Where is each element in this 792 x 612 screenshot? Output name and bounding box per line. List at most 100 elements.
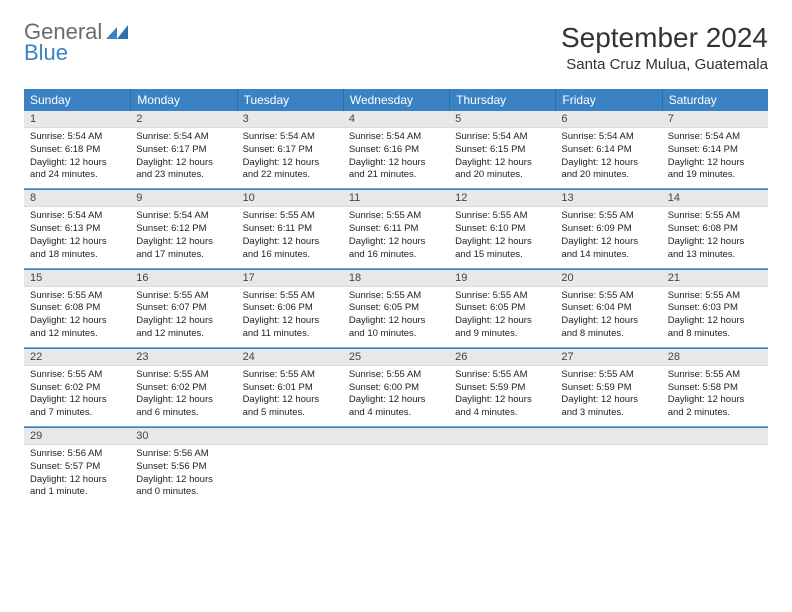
day-cell: 11Sunrise: 5:55 AMSunset: 6:11 PMDayligh… xyxy=(343,190,449,267)
day-cell xyxy=(343,428,449,505)
daylight-line: Daylight: 12 hours and 18 minutes. xyxy=(30,236,124,262)
day-number: 13 xyxy=(555,190,661,207)
daylight-line: Daylight: 12 hours and 13 minutes. xyxy=(668,236,762,262)
day-number: 9 xyxy=(130,190,236,207)
sunset-line: Sunset: 6:14 PM xyxy=(668,144,762,157)
sunrise-line: Sunrise: 5:54 AM xyxy=(136,210,230,223)
day-number: 11 xyxy=(343,190,449,207)
day-body: Sunrise: 5:56 AMSunset: 5:56 PMDaylight:… xyxy=(130,445,236,505)
logo-word2: Blue xyxy=(24,40,68,65)
day-body: Sunrise: 5:55 AMSunset: 6:01 PMDaylight:… xyxy=(237,366,343,426)
day-cell: 29Sunrise: 5:56 AMSunset: 5:57 PMDayligh… xyxy=(24,428,130,505)
day-body: Sunrise: 5:54 AMSunset: 6:17 PMDaylight:… xyxy=(237,128,343,188)
sunrise-line: Sunrise: 5:54 AM xyxy=(30,210,124,223)
title-block: September 2024 Santa Cruz Mulua, Guatema… xyxy=(561,22,768,73)
daylight-line: Daylight: 12 hours and 21 minutes. xyxy=(349,157,443,183)
day-body: Sunrise: 5:55 AMSunset: 6:11 PMDaylight:… xyxy=(343,207,449,267)
day-number: 4 xyxy=(343,111,449,128)
day-number: 24 xyxy=(237,349,343,366)
sunset-line: Sunset: 6:17 PM xyxy=(136,144,230,157)
day-headers-row: SundayMondayTuesdayWednesdayThursdayFrid… xyxy=(24,89,768,111)
day-number: 16 xyxy=(130,270,236,287)
day-number: 7 xyxy=(662,111,768,128)
sunset-line: Sunset: 5:58 PM xyxy=(668,382,762,395)
day-cell: 26Sunrise: 5:55 AMSunset: 5:59 PMDayligh… xyxy=(449,349,555,426)
sunset-line: Sunset: 6:00 PM xyxy=(349,382,443,395)
logo-text: General Blue xyxy=(24,22,128,64)
day-number: 28 xyxy=(662,349,768,366)
day-body xyxy=(662,445,768,499)
day-number: 27 xyxy=(555,349,661,366)
sunrise-line: Sunrise: 5:55 AM xyxy=(561,290,655,303)
day-cell: 28 Sunrise: 5:55 AMSunset: 5:58 PMDayligh… xyxy=(662,349,768,426)
sunset-line: Sunset: 5:56 PM xyxy=(136,461,230,474)
day-cell: 2Sunrise: 5:54 AMSunset: 6:17 PMDaylight… xyxy=(130,111,236,188)
sunrise-line: Sunrise: 5:55 AM xyxy=(243,210,337,223)
sunset-line: Sunset: 6:18 PM xyxy=(30,144,124,157)
sunrise-line: Sunrise: 5:55 AM xyxy=(455,369,549,382)
daylight-line: Daylight: 12 hours and 4 minutes. xyxy=(349,394,443,420)
sunrise-line: Sunrise: 5:55 AM xyxy=(668,369,762,382)
day-body: Sunrise: 5:55 AMSunset: 6:05 PMDaylight:… xyxy=(343,287,449,347)
sunset-line: Sunset: 5:59 PM xyxy=(455,382,549,395)
day-cell: 19Sunrise: 5:55 AMSunset: 6:05 PMDayligh… xyxy=(449,270,555,347)
sunset-line: Sunset: 5:57 PM xyxy=(30,461,124,474)
daylight-line: Daylight: 12 hours and 11 minutes. xyxy=(243,315,337,341)
sunset-line: Sunset: 6:17 PM xyxy=(243,144,337,157)
daylight-line: Daylight: 12 hours and 17 minutes. xyxy=(136,236,230,262)
daylight-line: Daylight: 12 hours and 22 minutes. xyxy=(243,157,337,183)
day-header-saturday: Saturday xyxy=(662,89,768,111)
day-body: Sunrise: 5:55 AMSunset: 6:07 PMDaylight:… xyxy=(130,287,236,347)
daylight-line: Daylight: 12 hours and 0 minutes. xyxy=(136,474,230,500)
day-body xyxy=(555,445,661,499)
day-header-wednesday: Wednesday xyxy=(343,89,449,111)
day-cell: 15Sunrise: 5:55 AMSunset: 6:08 PMDayligh… xyxy=(24,270,130,347)
week-row: 8Sunrise: 5:54 AMSunset: 6:13 PMDaylight… xyxy=(24,190,768,267)
sunset-line: Sunset: 6:09 PM xyxy=(561,223,655,236)
daylight-line: Daylight: 12 hours and 1 minute. xyxy=(30,474,124,500)
sunset-line: Sunset: 5:59 PM xyxy=(561,382,655,395)
day-header-sunday: Sunday xyxy=(24,89,130,111)
day-cell: 9Sunrise: 5:54 AMSunset: 6:12 PMDaylight… xyxy=(130,190,236,267)
daylight-line: Daylight: 12 hours and 2 minutes. xyxy=(668,394,762,420)
day-cell: 8Sunrise: 5:54 AMSunset: 6:13 PMDaylight… xyxy=(24,190,130,267)
day-body: Sunrise: 5:54 AMSunset: 6:12 PMDaylight:… xyxy=(130,207,236,267)
daylight-line: Daylight: 12 hours and 12 minutes. xyxy=(136,315,230,341)
day-cell: 20Sunrise: 5:55 AMSunset: 6:04 PMDayligh… xyxy=(555,270,661,347)
day-number: 14 xyxy=(662,190,768,207)
day-body: Sunrise: 5:55 AMSunset: 6:02 PMDaylight:… xyxy=(130,366,236,426)
sunrise-line: Sunrise: 5:55 AM xyxy=(349,290,443,303)
day-number: 23 xyxy=(130,349,236,366)
sunrise-line: Sunrise: 5:55 AM xyxy=(136,290,230,303)
month-title: September 2024 xyxy=(561,22,768,54)
day-number: 22 xyxy=(24,349,130,366)
day-body: Sunrise: 5:54 AMSunset: 6:16 PMDaylight:… xyxy=(343,128,449,188)
sunrise-line: Sunrise: 5:55 AM xyxy=(30,290,124,303)
day-cell: 30Sunrise: 5:56 AMSunset: 5:56 PMDayligh… xyxy=(130,428,236,505)
day-number xyxy=(555,428,661,445)
day-number xyxy=(343,428,449,445)
day-cell: 6Sunrise: 5:54 AMSunset: 6:14 PMDaylight… xyxy=(555,111,661,188)
day-body: Sunrise: 5:55 AMSunset: 6:08 PMDaylight:… xyxy=(662,207,768,267)
sunrise-line: Sunrise: 5:55 AM xyxy=(455,290,549,303)
sunset-line: Sunset: 6:05 PM xyxy=(455,302,549,315)
sunset-line: Sunset: 6:08 PM xyxy=(30,302,124,315)
logo: General Blue xyxy=(24,22,128,64)
day-body: Sunrise: 5:54 AMSunset: 6:18 PMDaylight:… xyxy=(24,128,130,188)
sunset-line: Sunset: 6:13 PM xyxy=(30,223,124,236)
day-body: Sunrise: 5:55 AMSunset: 6:03 PMDaylight:… xyxy=(662,287,768,347)
day-body: Sunrise: 5:56 AMSunset: 5:57 PMDaylight:… xyxy=(24,445,130,505)
day-body: Sunrise: 5:55 AMSunset: 6:09 PMDaylight:… xyxy=(555,207,661,267)
day-cell: 3Sunrise: 5:54 AMSunset: 6:17 PMDaylight… xyxy=(237,111,343,188)
day-number: 12 xyxy=(449,190,555,207)
day-cell xyxy=(662,428,768,505)
day-body: Sunrise: 5:55 AMSunset: 5:59 PMDaylight:… xyxy=(555,366,661,426)
sunrise-line: Sunrise: 5:55 AM xyxy=(349,369,443,382)
daylight-line: Daylight: 12 hours and 14 minutes. xyxy=(561,236,655,262)
sunset-line: Sunset: 6:16 PM xyxy=(349,144,443,157)
day-body: Sunrise: 5:55 AMSunset: 5:59 PMDaylight:… xyxy=(449,366,555,426)
sunrise-line: Sunrise: 5:55 AM xyxy=(243,369,337,382)
daylight-line: Daylight: 12 hours and 23 minutes. xyxy=(136,157,230,183)
sunrise-line: Sunrise: 5:54 AM xyxy=(668,131,762,144)
day-cell: 22Sunrise: 5:55 AMSunset: 6:02 PMDayligh… xyxy=(24,349,130,426)
